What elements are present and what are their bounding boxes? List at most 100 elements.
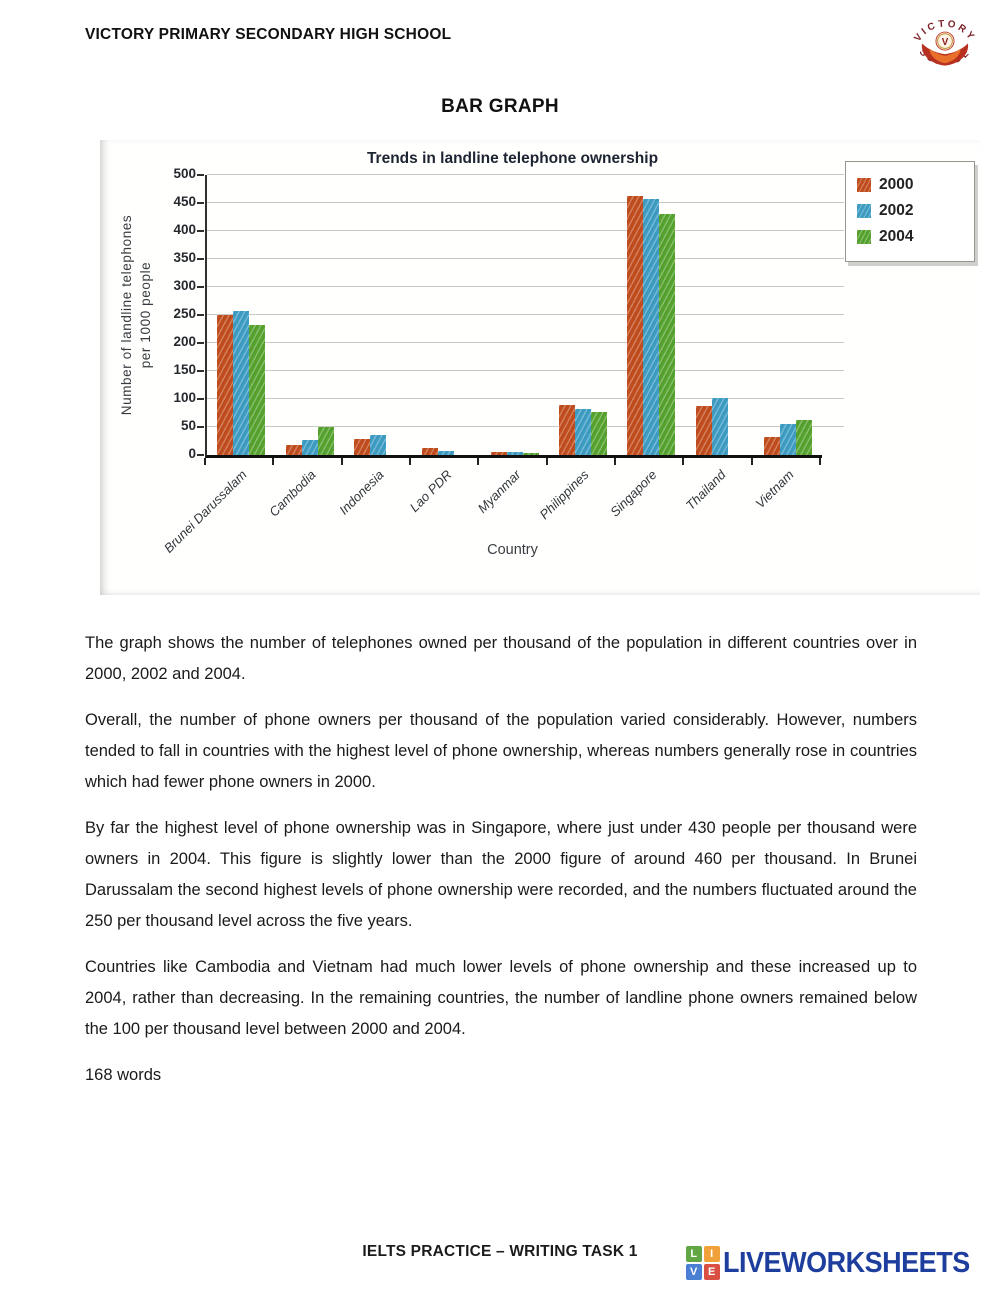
bar-2002-thailand <box>711 397 728 455</box>
legend-label: 2000 <box>879 176 914 193</box>
y-tick-label: 400 <box>173 222 196 237</box>
word-count: 168 words <box>85 1066 162 1084</box>
y-tick-label: 200 <box>173 334 196 349</box>
paragraph: By far the highest level of phone owners… <box>85 819 917 930</box>
bar-2000-indonesia <box>353 438 370 455</box>
x-axis-label: Lao PDR <box>406 467 455 515</box>
x-axis-tick <box>340 458 343 465</box>
lw-tile-e: E <box>703 1264 720 1280</box>
paragraph: Overall, the number of phone owners per … <box>85 711 917 791</box>
y-tick-label: 100 <box>173 390 196 405</box>
y-tick-label: 150 <box>173 362 196 377</box>
gridline <box>207 342 844 343</box>
x-axis-title: Country <box>487 542 538 558</box>
lw-tile-l: L <box>685 1246 702 1262</box>
school-name: VICTORY PRIMARY SECONDARY HIGH SCHOOL <box>85 26 452 43</box>
y-tick-label: 500 <box>173 166 196 181</box>
gridline <box>207 426 844 427</box>
liveworksheets-wordmark: LIVEWORKSHEETS <box>722 1246 970 1279</box>
school-logo-icon: VICTORY SCHOOL V <box>912 18 974 68</box>
bar-2004-cambodia <box>317 427 334 455</box>
y-axis-tick <box>197 202 204 204</box>
x-axis-label: Thailand <box>682 467 729 513</box>
legend-item: 2002 <box>857 198 963 224</box>
legend-items: 2000 2002 2004 <box>857 172 963 250</box>
y-tick-label: 300 <box>173 278 196 293</box>
y-axis-tick <box>197 370 204 372</box>
bar-2002-cambodia <box>301 439 318 455</box>
paragraph: The graph shows the number of telephones… <box>85 634 917 683</box>
bar-2004-philippines <box>590 412 607 455</box>
bar-2000-brunei-darussalam <box>217 315 234 455</box>
x-axis-label: Cambodia <box>265 467 319 520</box>
bar-2002-indonesia <box>369 434 386 455</box>
bar-2000-lao-pdr <box>422 447 439 455</box>
x-axis-tick <box>614 458 616 465</box>
bar-2000-cambodia <box>285 445 302 455</box>
y-axis-tick <box>197 398 204 400</box>
paragraph: Countries like Cambodia and Vietnam had … <box>85 958 917 1038</box>
gridline <box>207 230 844 231</box>
bar-2004-brunei-darussalam <box>249 325 266 455</box>
bar-2000-myanmar <box>490 452 507 455</box>
x-axis-label: Indonesia <box>335 467 387 518</box>
x-axis-tick <box>819 458 821 465</box>
legend-item: 2000 <box>857 172 963 198</box>
footer-task-label: IELTS PRACTICE – WRITING TASK 1 <box>362 1243 638 1260</box>
x-axis-tick <box>545 458 548 465</box>
legend-item: 2004 <box>857 224 963 250</box>
y-axis-label-line1: Number of landline telephones <box>119 214 134 416</box>
bar-2004-singapore <box>659 214 676 455</box>
x-axis-label: Singapore <box>607 467 660 520</box>
bar-2002-vietnam <box>779 424 796 455</box>
liveworksheets-logo: L I V E LIVEWORKSHEETS <box>685 1246 988 1280</box>
bar-2002-myanmar <box>506 452 523 455</box>
page-title: BAR GRAPH <box>441 96 559 117</box>
x-axis-tick <box>409 458 411 465</box>
legend-swatch <box>857 178 871 192</box>
bar-2004-vietnam <box>795 420 812 455</box>
y-tick-label: 350 <box>173 250 196 265</box>
logo-flame-wings-icon <box>921 43 969 66</box>
gridline <box>207 314 844 315</box>
x-axis-label: Myanmar <box>474 467 524 516</box>
y-tick-label: 250 <box>173 306 196 321</box>
x-axis-tick <box>682 458 685 465</box>
y-axis-tick <box>197 454 204 456</box>
y-axis-label: Number of landline telephones per 1000 p… <box>117 215 155 416</box>
legend-swatch <box>857 204 871 218</box>
y-tick-label: 50 <box>180 418 196 433</box>
y-axis-tick <box>197 314 204 316</box>
y-tick-label: 0 <box>188 446 196 461</box>
essay-body: The graph shows the number of telephones… <box>85 628 917 1091</box>
x-axis-tick <box>272 458 275 465</box>
y-tick-label: 450 <box>173 194 196 209</box>
gridline <box>207 174 844 175</box>
plot-area <box>205 174 844 458</box>
x-axis-tick <box>477 458 480 465</box>
legend-swatch <box>857 230 871 244</box>
bar-chart-figure: Trends in landline telephone ownership N… <box>100 140 980 595</box>
bar-2004-myanmar <box>522 453 539 455</box>
y-axis-tick <box>197 258 204 260</box>
logo-center-letter: V <box>942 37 949 48</box>
y-axis-tick <box>197 342 204 344</box>
bar-2002-singapore <box>643 199 660 455</box>
gridline <box>207 202 844 203</box>
bar-2000-singapore <box>627 196 644 455</box>
chart-title: Trends in landline telephone ownership <box>366 150 659 167</box>
y-axis-tick <box>197 426 204 428</box>
liveworksheets-grid-icon: L I V E <box>685 1246 720 1280</box>
y-axis-tick <box>197 174 204 176</box>
gridline <box>207 398 844 399</box>
y-axis-tick <box>197 230 204 232</box>
x-axis-tick <box>204 458 206 465</box>
bar-2002-lao-pdr <box>438 450 455 455</box>
bar-2000-vietnam <box>763 437 780 455</box>
bar-2002-philippines <box>574 408 591 455</box>
x-axis-label: Brunei Darussalam <box>161 467 250 556</box>
bar-2000-philippines <box>558 405 575 455</box>
legend-label: 2002 <box>879 202 914 219</box>
x-axis-label: Vietnam <box>752 467 797 512</box>
